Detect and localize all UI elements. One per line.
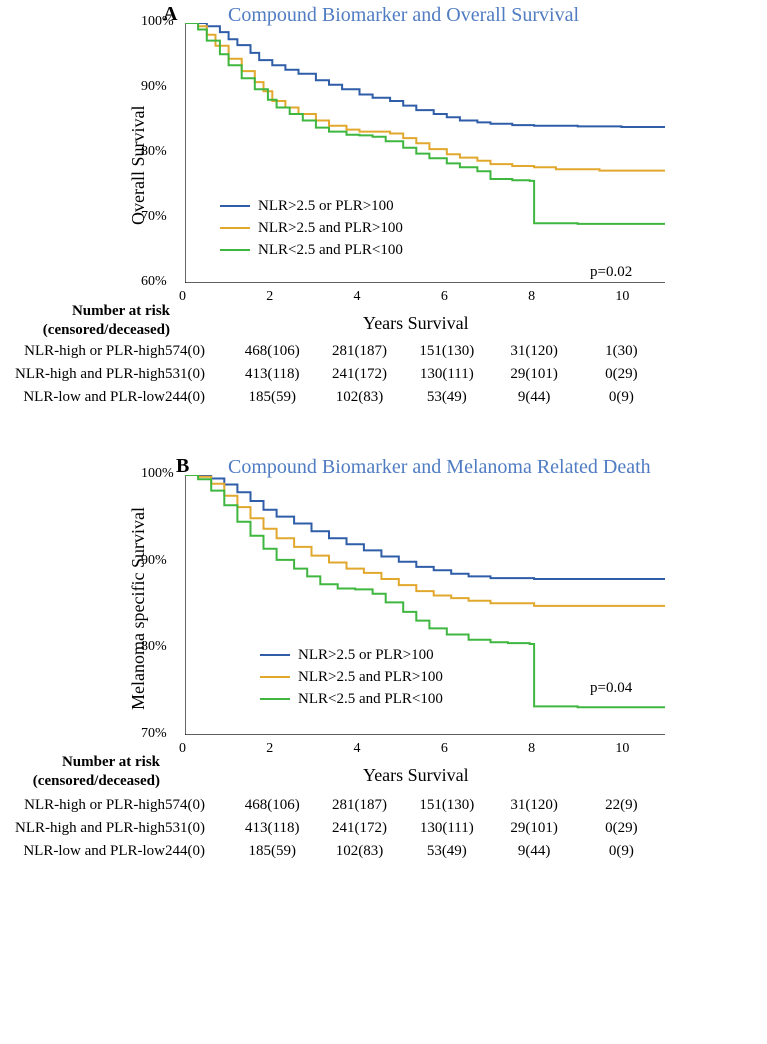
legend-item: NLR<2.5 and PLR<100 [220, 239, 403, 261]
legend-item: NLR>2.5 or PLR>100 [260, 644, 443, 666]
risk-cell: 1(30) [585, 343, 657, 360]
risk-cell: 574(0) [149, 797, 221, 814]
risk-row-label: NLR-high and PLR-high [0, 820, 165, 837]
risk-row-label: NLR-low and PLR-low [0, 843, 165, 860]
panel-a-risk-header: Number at risk(censored/deceased) [20, 302, 170, 340]
legend-item: NLR>2.5 and PLR>100 [260, 666, 443, 688]
panel-b-ylabel: Melanoma specific Survival [128, 507, 149, 710]
legend-swatch [260, 654, 290, 656]
ytick: 80% [141, 144, 167, 160]
xtick: 2 [266, 289, 273, 305]
legend-item: NLR>2.5 and PLR>100 [220, 217, 403, 239]
risk-cell: 130(111) [411, 820, 483, 837]
risk-cell: 0(9) [585, 389, 657, 406]
xtick: 6 [441, 741, 448, 757]
risk-cell: 53(49) [411, 843, 483, 860]
risk-cell: 241(172) [324, 366, 396, 383]
risk-cell: 244(0) [149, 389, 221, 406]
legend-label: NLR>2.5 or PLR>100 [298, 647, 434, 664]
risk-cell: 151(130) [411, 797, 483, 814]
ytick: 90% [141, 79, 167, 95]
legend-label: NLR>2.5 and PLR>100 [298, 669, 443, 686]
risk-cell: 468(106) [236, 343, 308, 360]
risk-cell: 29(101) [498, 366, 570, 383]
risk-row-label: NLR-low and PLR-low [0, 389, 165, 406]
legend-swatch [220, 249, 250, 251]
xtick: 6 [441, 289, 448, 305]
legend-swatch [260, 698, 290, 700]
risk-cell: 244(0) [149, 843, 221, 860]
risk-cell: 31(120) [498, 343, 570, 360]
ytick: 100% [141, 466, 174, 482]
risk-cell: 468(106) [236, 797, 308, 814]
risk-row-label: NLR-high and PLR-high [0, 366, 165, 383]
risk-cell: 0(9) [585, 843, 657, 860]
risk-cell: 102(83) [324, 843, 396, 860]
legend-label: NLR<2.5 and PLR<100 [258, 242, 403, 259]
legend-item: NLR<2.5 and PLR<100 [260, 688, 443, 710]
xtick: 0 [179, 741, 186, 757]
risk-cell: 574(0) [149, 343, 221, 360]
figure-root: { "colors": { "title_color": "#4f7cc2", … [0, 0, 767, 1044]
legend-label: NLR>2.5 or PLR>100 [258, 198, 394, 215]
risk-cell: 130(111) [411, 366, 483, 383]
risk-cell: 9(44) [498, 843, 570, 860]
ytick: 70% [141, 209, 167, 225]
xtick: 10 [615, 741, 629, 757]
risk-cell: 531(0) [149, 366, 221, 383]
xtick: 8 [528, 289, 535, 305]
legend-item: NLR>2.5 or PLR>100 [220, 195, 403, 217]
panel-a-legend: NLR>2.5 or PLR>100 NLR>2.5 and PLR>100 NLR… [220, 195, 403, 261]
risk-cell: 413(118) [236, 820, 308, 837]
legend-label: NLR>2.5 and PLR>100 [258, 220, 403, 237]
risk-cell: 281(187) [324, 343, 396, 360]
risk-cell: 241(172) [324, 820, 396, 837]
ytick: 80% [141, 639, 167, 655]
ytick: 100% [141, 14, 174, 30]
legend-swatch [220, 227, 250, 229]
risk-cell: 413(118) [236, 366, 308, 383]
risk-cell: 281(187) [324, 797, 396, 814]
risk-cell: 185(59) [236, 843, 308, 860]
ytick: 60% [141, 274, 167, 290]
risk-cell: 29(101) [498, 820, 570, 837]
risk-cell: 185(59) [236, 389, 308, 406]
panel-b-legend: NLR>2.5 or PLR>100 NLR>2.5 and PLR>100 NLR… [260, 644, 443, 710]
risk-cell: 531(0) [149, 820, 221, 837]
xtick: 8 [528, 741, 535, 757]
legend-label: NLR<2.5 and PLR<100 [298, 691, 443, 708]
risk-cell: 0(29) [585, 820, 657, 837]
risk-row-label: NLR-high or PLR-high [0, 797, 165, 814]
risk-cell: 53(49) [411, 389, 483, 406]
panel-b-xlabel: Years Survival [363, 765, 469, 786]
xtick: 10 [615, 289, 629, 305]
panel-a-xlabel: Years Survival [363, 313, 469, 334]
risk-cell: 9(44) [498, 389, 570, 406]
ytick: 90% [141, 553, 167, 569]
risk-cell: 31(120) [498, 797, 570, 814]
legend-swatch [260, 676, 290, 678]
panel-b-pvalue: p=0.04 [590, 680, 632, 697]
legend-swatch [220, 205, 250, 207]
panel-a-pvalue: p=0.02 [590, 264, 632, 281]
risk-cell: 22(9) [585, 797, 657, 814]
risk-cell: 0(29) [585, 366, 657, 383]
panel-a-ylabel: Overall Survival [128, 106, 149, 225]
xtick: 4 [354, 289, 361, 305]
panel-b-risk-header: Number at risk(censored/deceased) [10, 753, 160, 791]
ytick: 70% [141, 726, 167, 742]
xtick: 4 [354, 741, 361, 757]
xtick: 0 [179, 289, 186, 305]
risk-row-label: NLR-high or PLR-high [0, 343, 165, 360]
risk-cell: 151(130) [411, 343, 483, 360]
risk-cell: 102(83) [324, 389, 396, 406]
xtick: 2 [266, 741, 273, 757]
